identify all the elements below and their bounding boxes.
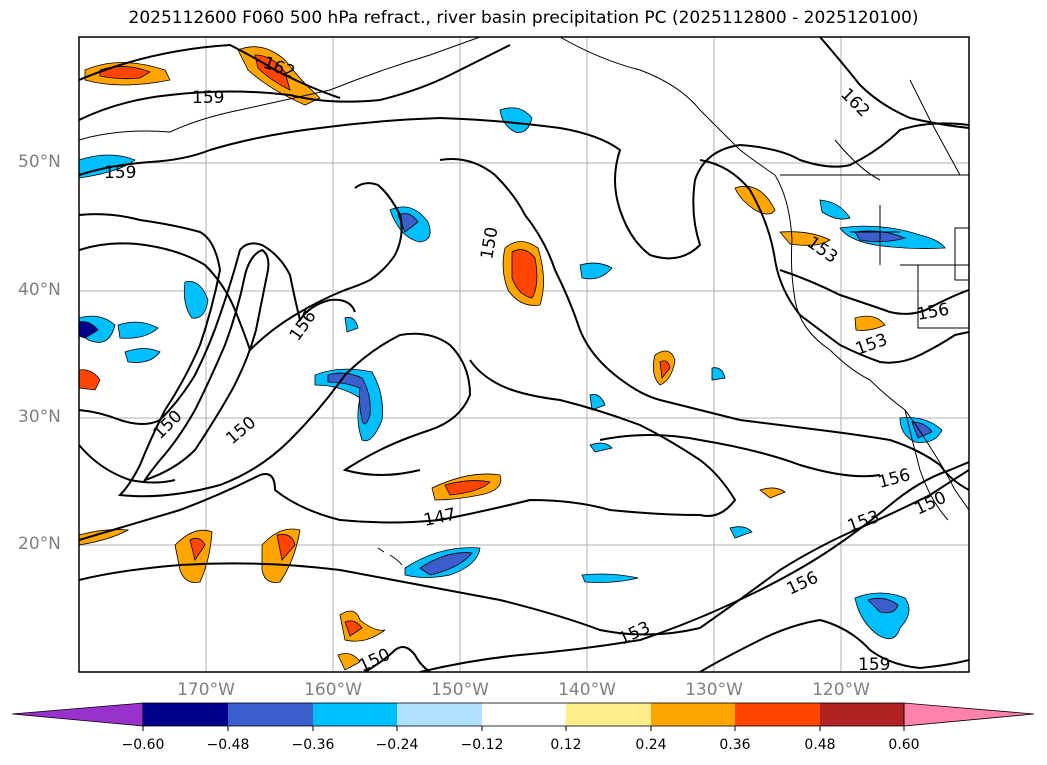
precip-positive-area: [79, 529, 130, 546]
contour-150-south: [364, 645, 431, 672]
contour-159-north: [79, 44, 511, 121]
precip-negative-area: [344, 317, 359, 333]
precip-positive-area: [779, 231, 831, 246]
precip-negative-area: [589, 394, 606, 411]
lon-label: 130°W: [685, 680, 743, 700]
colorbar-tick-label: −0.48: [206, 737, 250, 753]
colorbar-segment: [735, 703, 820, 726]
precip-negative-core: [419, 552, 473, 576]
colorbar-frame: [142, 702, 905, 727]
colorbar-segment: [566, 703, 651, 726]
precip-positive-core: [276, 534, 296, 561]
precip-negative-area: [79, 154, 136, 179]
contour-159-mid: [79, 116, 969, 260]
colorbar-tick-label: 0.36: [719, 737, 751, 753]
precip-positive-core: [189, 537, 206, 561]
colorbar-tick-label: 0.12: [550, 737, 582, 753]
colorbar-segment: [651, 703, 735, 726]
contour-156-coast: [779, 269, 969, 315]
precip-negative-area: [499, 107, 533, 133]
precip-positive-area: [854, 315, 886, 331]
map-frame: [78, 36, 970, 673]
contour-162-north: [79, 43, 341, 99]
precip-positive-area: [79, 369, 101, 391]
precip-positive-core: [444, 480, 491, 496]
colorbar-extend-high: [903, 702, 1035, 727]
colorbar-tick-label: −0.60: [121, 737, 165, 753]
colorbar-segment: [143, 703, 228, 726]
precip-positive-area: [337, 653, 361, 671]
colorbar-segment: [820, 703, 904, 726]
colorbar: [11, 702, 1035, 731]
colorbar-segment: [313, 703, 397, 726]
lat-label: 30°N: [18, 407, 61, 427]
lon-label: 170°W: [177, 680, 235, 700]
precip-negative-area: [589, 442, 613, 453]
colorbar-segment: [228, 703, 313, 726]
coastlines: [79, 37, 969, 566]
colorbar-tick-label: −0.24: [375, 737, 419, 753]
precip-negative-core: [79, 321, 99, 339]
precip-negative-area: [117, 321, 159, 339]
precip-negative-core: [397, 213, 419, 233]
precip-positive-core: [511, 249, 538, 299]
contour-150-east: [79, 444, 176, 484]
contour-156-upper: [79, 182, 403, 352]
contour-156: [419, 461, 969, 672]
contour-label: 159: [858, 655, 890, 675]
lat-label: 40°N: [18, 280, 61, 300]
contour-small: [599, 434, 881, 478]
contour-162-east: [819, 37, 969, 129]
contour-147: [79, 359, 737, 541]
colorbar-tick-label: −0.36: [291, 737, 335, 753]
colorbar-segment: [397, 703, 482, 726]
lat-label: 20°N: [18, 534, 61, 554]
lon-label: 140°W: [558, 680, 616, 700]
precip-negative-area: [819, 199, 851, 220]
colorbar-ticks: [142, 726, 905, 731]
colorbar-segment: [482, 703, 566, 726]
precip-negative-core: [867, 597, 899, 614]
contour-inner-loop: [142, 248, 270, 482]
colorbar-tick-label: 0.60: [888, 737, 920, 753]
contour-153-coast: [699, 159, 969, 364]
map-area: [79, 37, 969, 672]
precip-negative-area: [183, 281, 209, 319]
colorbar-extend-low: [11, 702, 144, 727]
precip-positive-core: [344, 620, 363, 637]
precip-positive-core: [659, 360, 671, 379]
precip-negative-area: [579, 262, 613, 280]
contour-label: 159: [104, 163, 136, 183]
contour-159-south: [699, 618, 969, 672]
contour-153: [79, 469, 969, 636]
precip-positive-area: [759, 487, 786, 499]
colorbar-tick-label: 0.48: [804, 737, 836, 753]
contour-label: 159: [192, 88, 224, 108]
contour-150-west: [79, 213, 472, 498]
precip-negative-core: [327, 372, 371, 425]
precip-negative-area: [711, 367, 726, 381]
lon-label: 120°W: [812, 680, 870, 700]
precip-negative-area: [581, 573, 639, 583]
precip-negative-area: [124, 348, 161, 363]
lon-label: 150°W: [431, 680, 489, 700]
precip-negative-area: [729, 526, 753, 539]
colorbar-tick-label: 0.24: [635, 737, 667, 753]
contour-150-inner: [79, 242, 356, 425]
lat-label: 50°N: [18, 152, 61, 172]
contour-150-north: [439, 158, 969, 491]
chart-title: 2025112600 F060 500 hPa refract., river …: [128, 8, 919, 28]
lon-label: 160°W: [304, 680, 362, 700]
colorbar-tick-label: −0.12: [460, 737, 504, 753]
refractivity-contours: [79, 37, 969, 672]
